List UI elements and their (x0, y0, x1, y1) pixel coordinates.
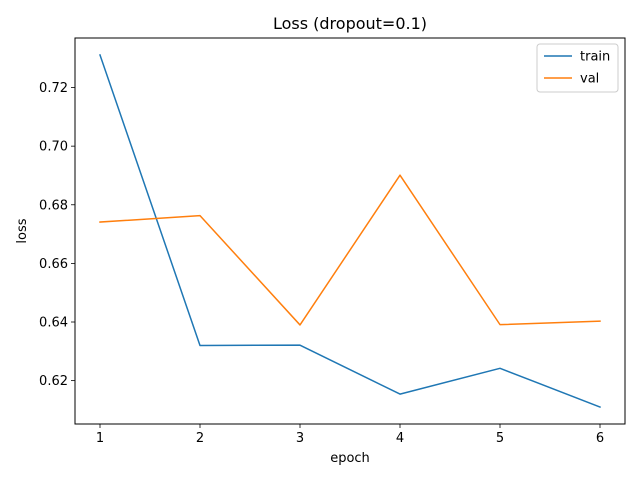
x-tick-label: 6 (596, 431, 604, 446)
y-axis-label: loss (15, 218, 30, 243)
y-tick-label: 0.70 (39, 140, 68, 155)
x-axis-label: epoch (330, 451, 370, 466)
y-tick-label: 0.66 (39, 257, 68, 272)
legend-label-train: train (580, 50, 610, 65)
x-tick-label: 5 (496, 431, 504, 446)
y-tick-label: 0.68 (39, 198, 68, 213)
plot-frame (74, 37, 626, 425)
y-tick-label: 0.64 (39, 316, 68, 331)
x-tick-label: 4 (396, 431, 404, 446)
x-tick-label: 1 (96, 431, 104, 446)
x-tick-label: 2 (196, 431, 204, 446)
x-tick-label: 3 (296, 431, 304, 446)
series-line-train (99, 54, 601, 408)
legend-label-val: val (580, 72, 599, 87)
y-tick-label: 0.62 (39, 374, 68, 389)
series-line-val (99, 174, 601, 326)
chart-title: Loss (dropout=0.1) (273, 14, 427, 33)
legend: train val (536, 43, 619, 93)
y-tick-label: 0.72 (39, 81, 68, 96)
